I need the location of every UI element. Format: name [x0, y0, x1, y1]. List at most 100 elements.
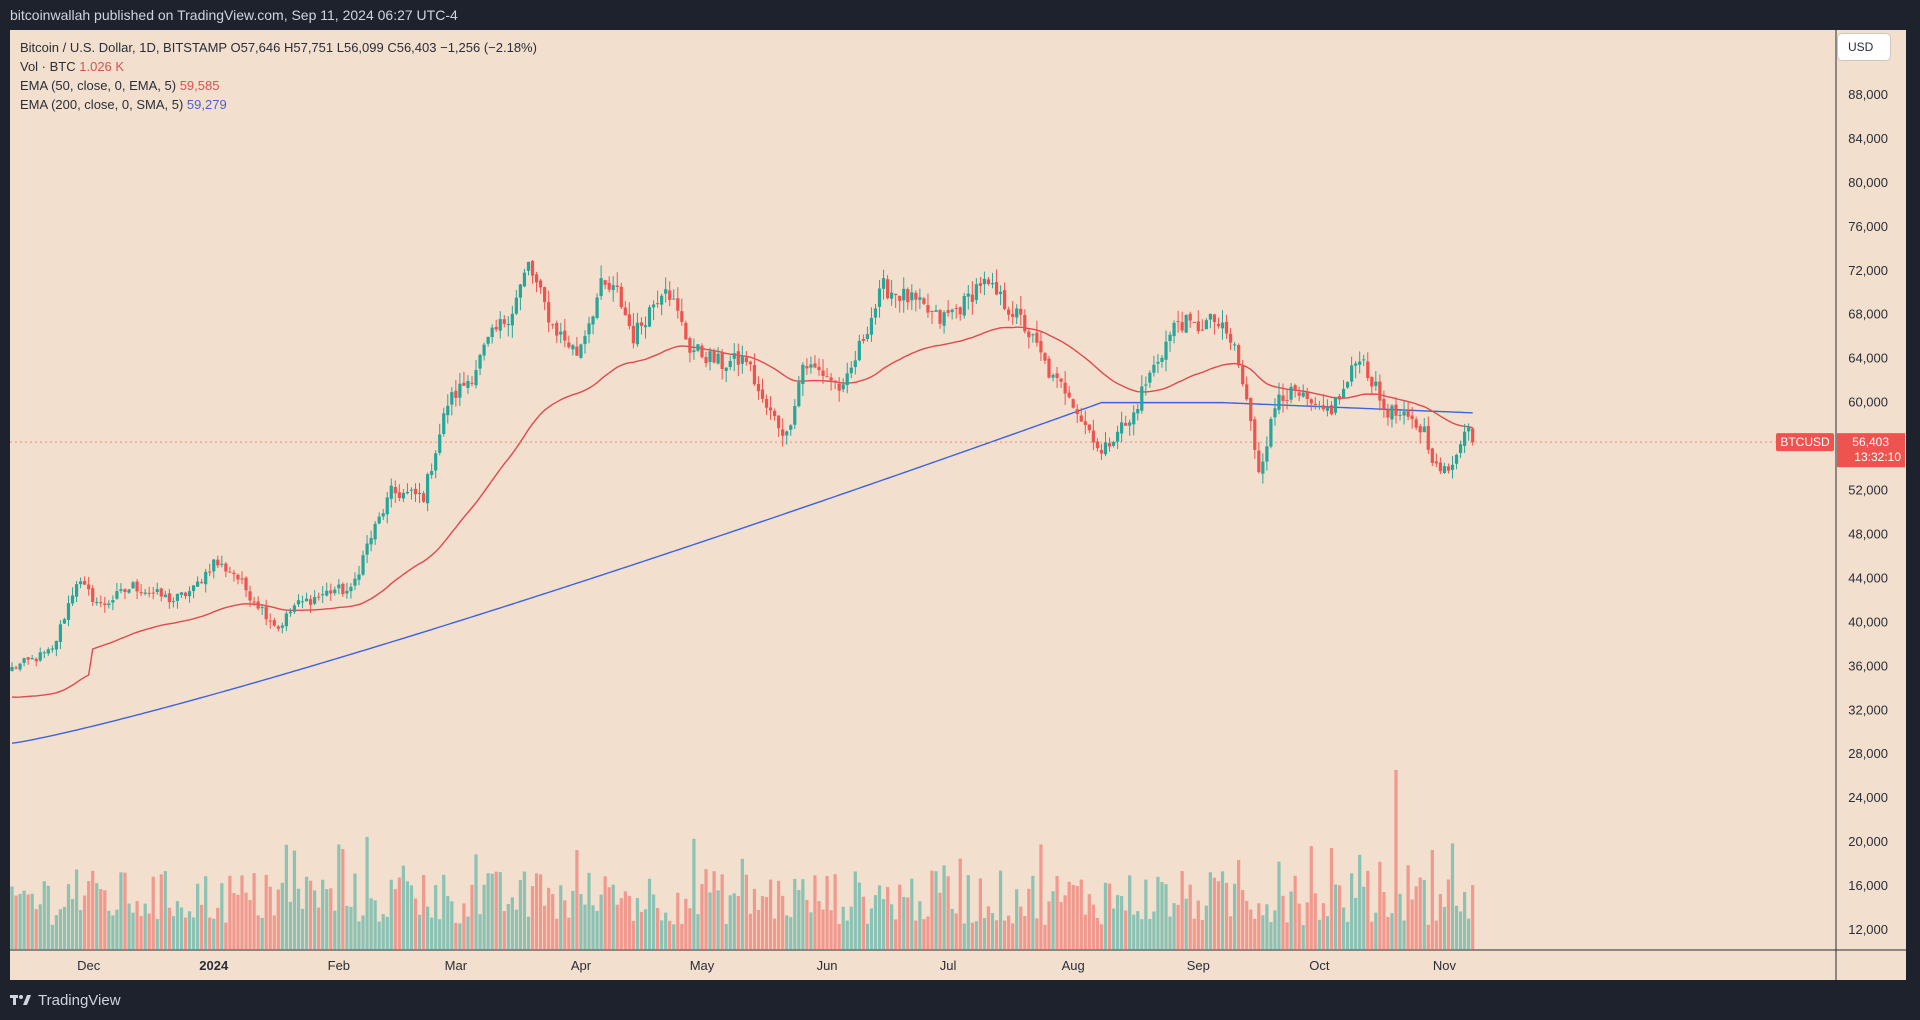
candle-body — [1458, 444, 1463, 454]
volume-bar — [510, 897, 514, 950]
tradingview-logo[interactable]: TradingView — [10, 990, 121, 1010]
currency-button[interactable]: USD — [1838, 34, 1890, 60]
volume-bar — [175, 901, 180, 950]
candle-body — [329, 590, 333, 594]
volume-bar — [159, 874, 163, 950]
candle-body — [276, 626, 280, 629]
candle-body — [232, 572, 236, 575]
volume-bar — [922, 919, 926, 950]
volume-bar — [885, 886, 890, 950]
time-tick-label: Sep — [1187, 958, 1210, 973]
ema200-label[interactable]: EMA (200, close, 0, SMA, 5) — [20, 97, 184, 112]
volume-bars — [10, 770, 1475, 950]
candle-body — [801, 364, 805, 385]
candle-body — [829, 377, 833, 381]
volume-bar — [853, 871, 857, 950]
volume-bar — [716, 890, 720, 950]
candle — [1124, 415, 1128, 426]
candle — [409, 487, 414, 500]
candle-body — [1192, 322, 1196, 324]
candle — [1091, 419, 1095, 451]
candle-body — [1152, 364, 1156, 373]
candle — [18, 662, 22, 672]
candle — [708, 347, 712, 371]
candle-body — [135, 581, 139, 592]
volume-bar — [1107, 883, 1112, 950]
volume-bar — [732, 893, 736, 950]
candle-body — [837, 383, 841, 391]
candle — [361, 550, 365, 576]
candle-body — [1180, 322, 1184, 331]
candle-body — [1140, 386, 1144, 411]
candle — [1450, 456, 1455, 479]
candle — [793, 399, 797, 430]
volume-bar — [797, 889, 801, 950]
candle-body — [1289, 386, 1293, 400]
symbol-title[interactable]: Bitcoin / U.S. Dollar, 1D, BITSTAMP — [20, 40, 227, 55]
candle — [139, 584, 143, 597]
volume-bar — [768, 879, 773, 950]
chart-frame[interactable] — [10, 30, 1906, 980]
candle — [1228, 328, 1233, 350]
volume-label[interactable]: Vol · BTC — [20, 59, 76, 74]
candle-body — [308, 599, 313, 605]
candle — [522, 268, 527, 288]
candle-body — [494, 326, 498, 330]
candle-body — [1071, 399, 1075, 408]
candle-body — [1329, 405, 1334, 415]
candle-body — [1115, 431, 1120, 442]
candle-body — [381, 513, 385, 517]
volume-bar — [736, 896, 740, 950]
candle — [518, 283, 523, 311]
candle-body — [1370, 376, 1374, 387]
candle-body — [1317, 405, 1321, 407]
candle-body — [1386, 409, 1390, 418]
candle — [1087, 424, 1091, 433]
candle-body — [1148, 372, 1152, 383]
volume-bar — [555, 918, 559, 950]
candle-body — [873, 308, 878, 318]
candle-body — [684, 322, 688, 340]
candle-body — [486, 336, 490, 344]
volume-value: 1.026 K — [79, 59, 125, 74]
candle — [1003, 282, 1007, 311]
volume-bar — [1386, 917, 1390, 950]
candle-body — [1374, 381, 1378, 386]
candle — [1031, 333, 1035, 343]
candle — [506, 316, 510, 337]
candle-body — [1176, 321, 1180, 323]
volume-bar — [397, 877, 401, 950]
time-tick-label: Mar — [445, 958, 468, 973]
volume-bar — [1430, 850, 1434, 950]
candle — [490, 324, 494, 344]
candle — [1196, 310, 1200, 335]
candle — [50, 645, 54, 653]
volume-bar — [1398, 893, 1402, 950]
volume-bar — [841, 906, 845, 950]
volume-bar — [575, 850, 579, 950]
ema50-label[interactable]: EMA (50, close, 0, EMA, 5) — [20, 78, 177, 93]
candle — [470, 376, 474, 387]
volume-bar — [740, 858, 744, 950]
candle — [458, 372, 462, 406]
volume-bar — [417, 914, 422, 950]
volume-bar — [914, 920, 918, 950]
candle-body — [954, 308, 958, 310]
candle-body — [187, 591, 192, 597]
volume-bar — [313, 890, 317, 950]
candle — [1152, 355, 1156, 377]
volume-bar — [1063, 895, 1067, 950]
volume-bar — [87, 881, 91, 950]
candle-body — [58, 624, 63, 642]
candle — [167, 588, 171, 609]
candle — [325, 582, 329, 597]
candle — [978, 276, 982, 294]
candle-body — [18, 663, 22, 670]
candle — [728, 355, 732, 371]
volume-bar — [1115, 895, 1120, 950]
volume-bar — [543, 905, 547, 950]
candle — [296, 594, 301, 607]
candle — [1208, 313, 1212, 329]
candle-body — [1257, 450, 1261, 473]
